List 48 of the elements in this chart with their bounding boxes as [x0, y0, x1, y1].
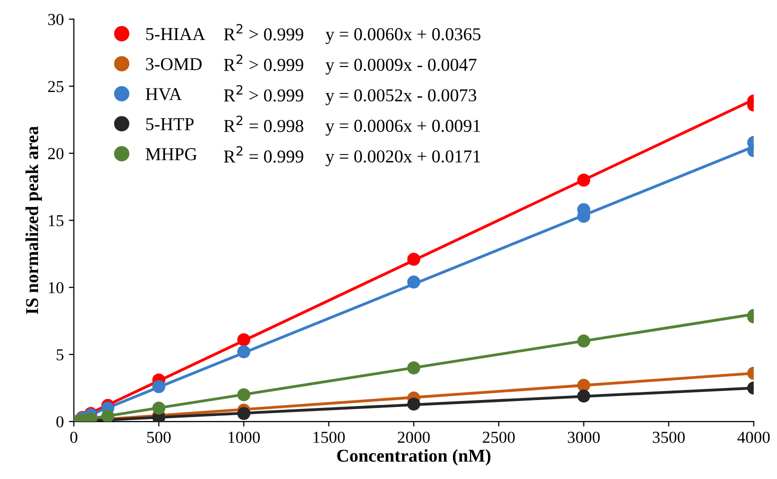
- x-tick-label: 1000: [228, 432, 260, 443]
- annotation: y = 0.0052x - 0.0073: [326, 89, 476, 106]
- x-axis-title: Concentration (nM): [337, 449, 490, 466]
- y-tick-label: 10: [48, 282, 64, 294]
- point: [237, 388, 250, 402]
- x-tick-label: 3000: [568, 432, 600, 443]
- legend-label: 5-HTP: [146, 118, 194, 130]
- y-axis-title: IS normalized peak area: [25, 126, 42, 314]
- x-tick-label: 2000: [398, 432, 430, 443]
- y-tick-label: 30: [48, 14, 64, 26]
- point: [577, 378, 590, 392]
- x-tick-label: 4000: [737, 432, 770, 443]
- y-tick-label: 20: [48, 148, 64, 160]
- x-tick-label: 500: [147, 432, 171, 443]
- point: [407, 398, 420, 411]
- annotation: R$^{2}$ = 0.998: [224, 116, 304, 132]
- x-tick-label: 3500: [652, 432, 685, 443]
- point: [101, 410, 114, 422]
- annotation: y = 0.0006x + 0.0091: [326, 120, 480, 136]
- legend-label: 5-HIAA: [146, 28, 206, 40]
- legend-label: MHPG: [146, 148, 197, 160]
- annotation: R$^{2}$ = 0.999: [224, 146, 304, 163]
- point: [152, 380, 166, 394]
- y-tick-label: 15: [48, 215, 64, 226]
- x-tick-label: 1500: [314, 432, 345, 443]
- point: [237, 333, 250, 346]
- y-tick-label: 0: [56, 416, 64, 428]
- legend-label: 3-OMD: [146, 58, 202, 70]
- point: [577, 334, 590, 348]
- annotation: y = 0.0060x + 0.0365: [326, 28, 480, 44]
- annotation: R$^{2}$ > 0.999: [224, 54, 304, 72]
- point: [152, 402, 166, 415]
- legend-label: HVA: [146, 88, 182, 100]
- point: [577, 174, 590, 187]
- point: [407, 252, 420, 266]
- point: [237, 345, 250, 358]
- point: [407, 361, 420, 374]
- x-tick-label: 0: [70, 432, 78, 443]
- x-tick-label: 2500: [482, 432, 515, 443]
- annotation: R$^{2}$ > 0.999: [224, 24, 304, 41]
- point: [237, 406, 250, 420]
- annotation: R$^{2}$ > 0.999: [224, 85, 304, 102]
- point: [407, 276, 420, 289]
- y-tick-label: 5: [56, 349, 64, 360]
- y-tick-label: 25: [48, 80, 64, 92]
- annotation: y = 0.0020x + 0.0171: [326, 150, 480, 166]
- point: [577, 390, 590, 403]
- annotation: y = 0.0009x - 0.0047: [326, 58, 476, 75]
